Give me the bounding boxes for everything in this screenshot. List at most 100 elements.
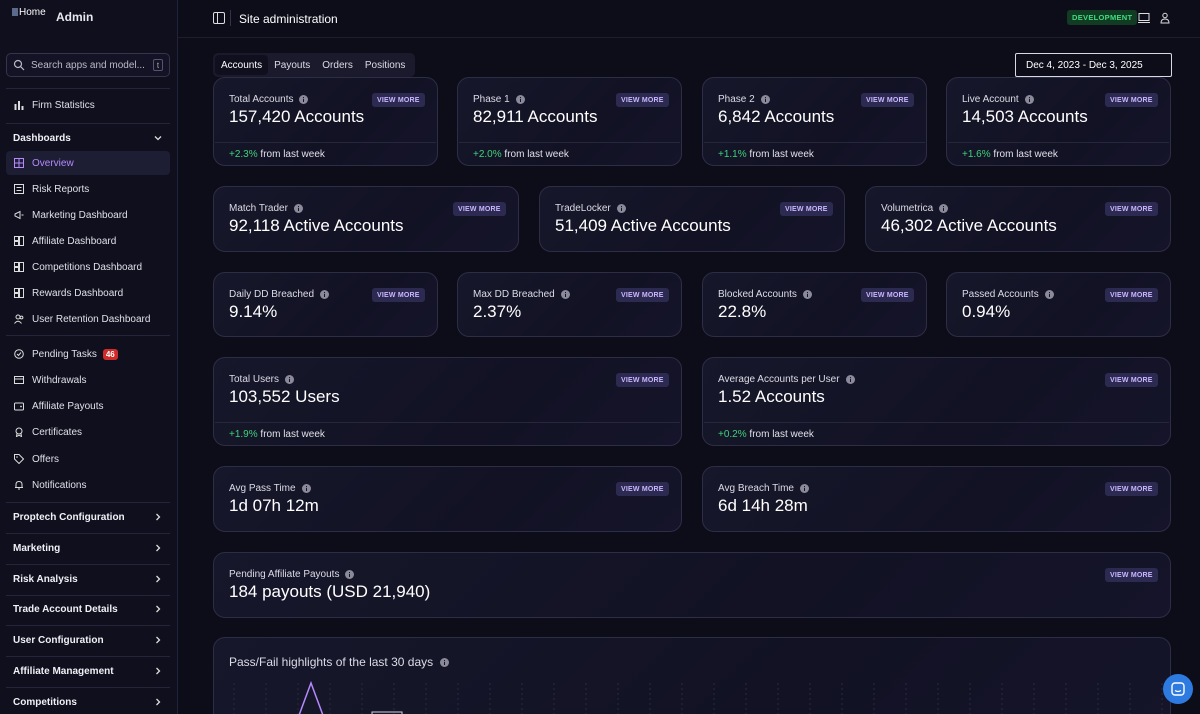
- sidebar-item-competitions-dashboard[interactable]: Competitions Dashboard: [6, 255, 170, 279]
- info-icon[interactable]: [802, 290, 812, 299]
- sidebar-item-offers[interactable]: Offers: [6, 447, 170, 471]
- tab-bar: Accounts Payouts Orders Positions: [213, 53, 415, 77]
- info-icon[interactable]: [1044, 290, 1054, 299]
- view-more-button[interactable]: VIEW MORE: [780, 202, 833, 216]
- view-more-button[interactable]: VIEW MORE: [1105, 373, 1158, 387]
- card-label: Live Account: [962, 94, 1019, 105]
- view-more-button[interactable]: VIEW MORE: [372, 93, 425, 107]
- stat-card-avg-breach-time: Avg Breach Time VIEW MORE 6d 14h 28m: [702, 466, 1171, 532]
- card-icon: [14, 376, 24, 384]
- info-icon[interactable]: [440, 657, 450, 667]
- tab-orders[interactable]: Orders: [322, 59, 353, 71]
- brand[interactable]: Home Admin: [12, 6, 93, 28]
- tab-positions[interactable]: Positions: [364, 59, 406, 71]
- change-percent: +2.0%: [473, 149, 502, 160]
- date-range-picker[interactable]: Dec 4, 2023 - Dec 3, 2025: [1015, 53, 1172, 77]
- section-user-configuration[interactable]: User Configuration: [6, 628, 170, 652]
- view-more-button[interactable]: VIEW MORE: [861, 288, 914, 302]
- section-proptech-configuration[interactable]: Proptech Configuration: [6, 505, 170, 529]
- divider: [6, 564, 170, 565]
- view-more-button[interactable]: VIEW MORE: [453, 202, 506, 216]
- card-label: Avg Breach Time: [718, 483, 794, 494]
- sidebar-item-withdrawals[interactable]: Withdrawals: [6, 368, 170, 392]
- view-more-button[interactable]: VIEW MORE: [616, 373, 669, 387]
- view-more-button[interactable]: VIEW MORE: [1105, 568, 1158, 582]
- card-label: Total Users: [229, 374, 280, 385]
- card-label-row: TradeLocker: [555, 203, 626, 214]
- tab-accounts[interactable]: Accounts: [215, 55, 269, 75]
- sidebar-toggle-icon[interactable]: [213, 12, 225, 24]
- divider: [948, 142, 1169, 143]
- section-competitions[interactable]: Competitions: [6, 690, 170, 714]
- dashboard-icon: [14, 262, 24, 272]
- dashboard-icon: [14, 288, 24, 298]
- section-marketing[interactable]: Marketing: [6, 536, 170, 560]
- sidebar-item-label: Notifications: [32, 479, 87, 491]
- section-affiliate-management[interactable]: Affiliate Management: [6, 659, 170, 683]
- sidebar-item-user-retention-dashboard[interactable]: User Retention Dashboard: [6, 307, 170, 331]
- monitor-icon[interactable]: [1138, 12, 1150, 24]
- section-label: Dashboards: [13, 132, 71, 144]
- sidebar-item-affiliate-payouts[interactable]: Affiliate Payouts: [6, 394, 170, 418]
- environment-badge: DEVELOPMENT: [1067, 10, 1138, 25]
- info-icon[interactable]: [616, 204, 626, 213]
- info-icon[interactable]: [293, 204, 303, 213]
- tab-payouts[interactable]: Payouts: [274, 59, 311, 71]
- card-label: Daily DD Breached: [229, 289, 315, 300]
- stat-card-daily-dd-breached: Daily DD Breached VIEW MORE 9.14%: [213, 272, 438, 337]
- view-more-button[interactable]: VIEW MORE: [1105, 202, 1158, 216]
- view-more-button[interactable]: VIEW MORE: [1105, 93, 1158, 107]
- info-icon[interactable]: [345, 570, 355, 579]
- view-more-button[interactable]: VIEW MORE: [1105, 482, 1158, 496]
- card-label: Average Accounts per User: [718, 374, 840, 385]
- card-value: 1.52 Accounts: [718, 387, 825, 406]
- info-icon[interactable]: [515, 95, 525, 104]
- home-logo[interactable]: Home: [12, 7, 52, 21]
- sidebar-item-label: Rewards Dashboard: [32, 287, 124, 299]
- info-icon[interactable]: [799, 484, 809, 493]
- bell-icon: [15, 480, 23, 490]
- view-more-button[interactable]: VIEW MORE: [861, 93, 914, 107]
- info-icon[interactable]: [1024, 95, 1034, 104]
- divider: [6, 656, 170, 657]
- sidebar-item-marketing-dashboard[interactable]: Marketing Dashboard: [6, 203, 170, 227]
- sidebar-item-rewards-dashboard[interactable]: Rewards Dashboard: [6, 281, 170, 305]
- view-more-button[interactable]: VIEW MORE: [616, 288, 669, 302]
- view-more-button[interactable]: VIEW MORE: [372, 288, 425, 302]
- divider: [6, 687, 170, 688]
- sidebar-item-overview[interactable]: Overview: [6, 151, 170, 175]
- sidebar-item-risk-reports[interactable]: Risk Reports: [6, 177, 170, 201]
- section-trade-account-details[interactable]: Trade Account Details: [6, 597, 170, 621]
- info-icon[interactable]: [760, 95, 770, 104]
- sidebar-item-pending-tasks[interactable]: Pending Tasks 46: [6, 342, 170, 366]
- section-risk-analysis[interactable]: Risk Analysis: [6, 567, 170, 591]
- card-value: 14,503 Accounts: [962, 107, 1088, 126]
- user-icon[interactable]: [1160, 12, 1170, 24]
- sidebar-item-notifications[interactable]: Notifications: [6, 473, 170, 497]
- info-icon[interactable]: [285, 375, 295, 384]
- card-label: Phase 2: [718, 94, 755, 105]
- info-icon[interactable]: [301, 484, 311, 493]
- card-label-row: Volumetrica: [881, 203, 949, 214]
- sidebar-item-label: Certificates: [32, 426, 83, 438]
- stat-card-average-accounts-per-user: Average Accounts per User VIEW MORE 1.52…: [702, 357, 1171, 446]
- search-input[interactable]: Search apps and model... t: [6, 53, 170, 77]
- stat-card-max-dd-breached: Max DD Breached VIEW MORE 2.37%: [457, 272, 682, 337]
- info-icon[interactable]: [560, 290, 570, 299]
- info-icon[interactable]: [939, 204, 949, 213]
- section-dashboards[interactable]: Dashboards: [6, 126, 170, 150]
- divider: [6, 335, 170, 336]
- chat-launcher-button[interactable]: [1163, 674, 1193, 704]
- sidebar-item-certificates[interactable]: Certificates: [6, 420, 170, 444]
- divider: [6, 88, 170, 89]
- info-icon[interactable]: [845, 375, 855, 384]
- stat-card-phase-1: Phase 1 VIEW MORE 82,911 Accounts +2.0% …: [457, 77, 682, 166]
- info-icon[interactable]: [320, 290, 330, 299]
- view-more-button[interactable]: VIEW MORE: [616, 93, 669, 107]
- view-more-button[interactable]: VIEW MORE: [1105, 288, 1158, 302]
- sidebar-item-affiliate-dashboard[interactable]: Affiliate Dashboard: [6, 229, 170, 253]
- sidebar-item-firm-statistics[interactable]: Firm Statistics: [6, 93, 170, 117]
- info-icon[interactable]: [299, 95, 309, 104]
- stat-card-total-users: Total Users VIEW MORE 103,552 Users +1.9…: [213, 357, 682, 446]
- view-more-button[interactable]: VIEW MORE: [616, 482, 669, 496]
